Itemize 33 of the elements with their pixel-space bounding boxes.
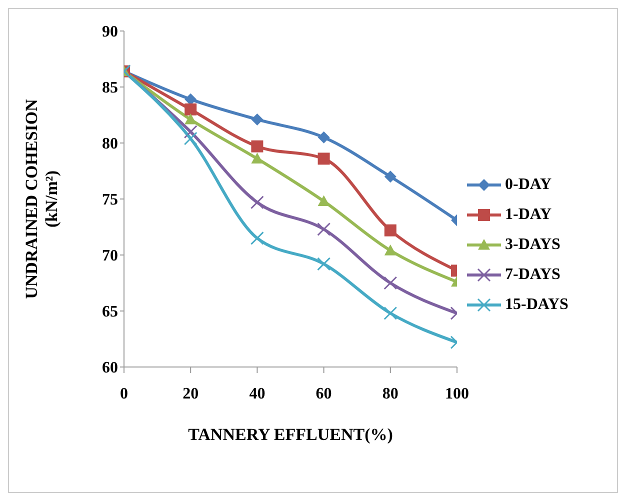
y-tick-label: 60 [102, 360, 118, 377]
x-tick-label: 80 [382, 385, 398, 402]
point [184, 103, 197, 116]
point [184, 113, 197, 124]
point [250, 196, 264, 210]
y-tick-label: 85 [102, 80, 118, 97]
legend-label: 1-DAY [505, 206, 552, 224]
point [184, 125, 198, 139]
point [251, 152, 264, 164]
y-tick-label: 90 [102, 24, 118, 41]
y-tick-label: 75 [102, 192, 118, 209]
legend-label: 7-DAYS [505, 266, 560, 284]
y-tick-label: 65 [102, 304, 118, 321]
point [318, 152, 330, 165]
point [318, 131, 330, 144]
y-axis-title: UNDRAINED COHESION (kN/m²) [22, 98, 61, 299]
point [317, 257, 331, 271]
x-tick-label: 100 [445, 385, 469, 402]
x-tick-label: 20 [182, 385, 199, 402]
legend-label: 3-DAYS [505, 236, 560, 254]
point [250, 231, 264, 245]
point [251, 113, 264, 126]
x-tick-label: 60 [316, 385, 332, 402]
point [251, 140, 264, 152]
legend-label: 15-DAYS [505, 296, 568, 314]
x-tick-label: 0 [120, 385, 128, 402]
point [317, 222, 331, 236]
point [184, 132, 198, 146]
y-tick-label: 70 [102, 248, 118, 265]
y-tick-label: 80 [102, 136, 118, 153]
x-axis-title: TANNERY EFFLUENT(%) [188, 425, 393, 444]
x-tick-label: 40 [249, 385, 266, 402]
legend-label: 0-DAY [505, 176, 552, 194]
